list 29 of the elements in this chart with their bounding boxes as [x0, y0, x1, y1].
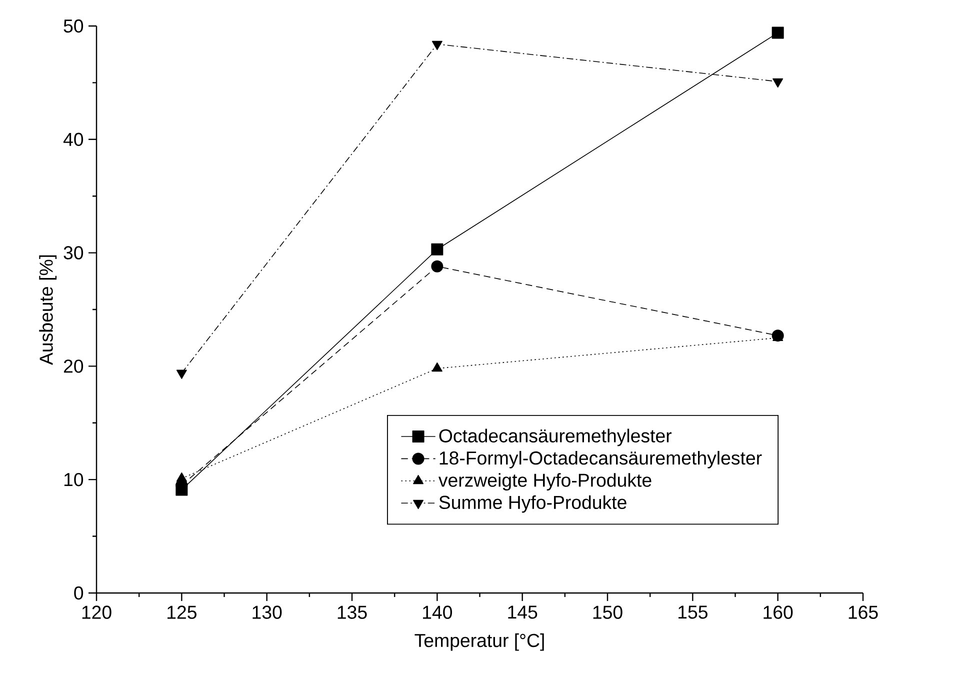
point [176, 472, 187, 482]
x-axis-title: Temperatur [°C] [414, 633, 544, 651]
x-tick-label: 160 [764, 606, 793, 619]
y-axis-title: Ausbeute [%] [39, 255, 57, 365]
y-tick-label: 10 [64, 472, 84, 486]
point [432, 362, 442, 372]
x-tick-label: 145 [508, 606, 538, 619]
y-tick-label: 50 [64, 19, 84, 33]
legend-label: Octadecansäuremethylester [439, 428, 672, 446]
x-tick-label: 130 [252, 606, 282, 619]
point [431, 243, 444, 256]
legend-label: verzweigte Hyfo-Produkte [438, 473, 652, 491]
y-tick-label: 0 [74, 586, 84, 600]
x-tick-label: 140 [423, 606, 452, 619]
legend-label: Summe Hyfo-Produkte [439, 495, 626, 513]
x-tick-label: 120 [82, 606, 112, 619]
x-tick-label: 135 [338, 606, 367, 619]
point [772, 78, 784, 88]
x-tick-label: 155 [678, 606, 708, 619]
x-tick-label: 165 [848, 606, 878, 619]
x-tick-label: 150 [593, 606, 622, 619]
point [431, 260, 444, 272]
y-tick-label: 40 [63, 132, 84, 146]
legend-label: 18-Formyl-Octadecansäuremethylester [440, 450, 762, 468]
y-tick-label: 20 [64, 360, 84, 373]
x-tick-label: 125 [168, 606, 196, 619]
point [772, 26, 784, 39]
y-tick-label: 30 [64, 246, 84, 260]
point [432, 40, 442, 50]
